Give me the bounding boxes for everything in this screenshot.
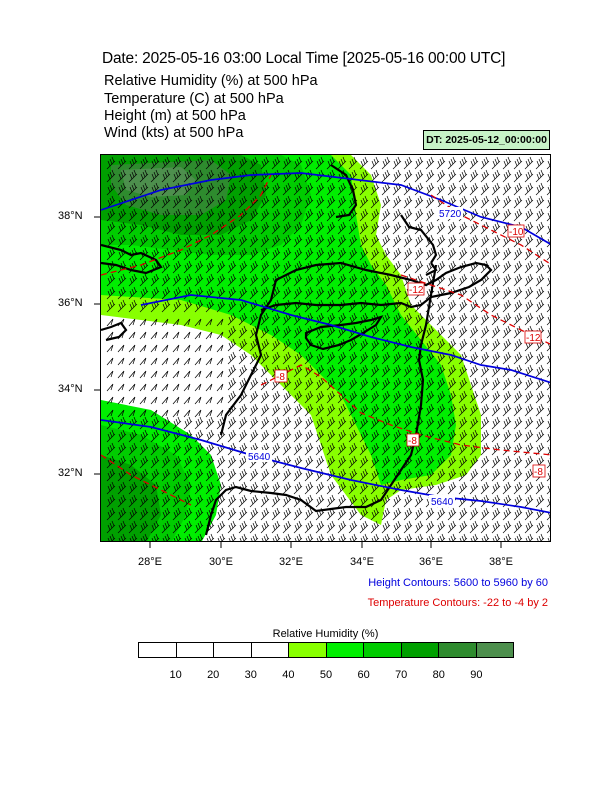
temp-label-8-b: -8 — [406, 433, 420, 447]
variable-line-height: Height (m) at 500 hPa — [104, 108, 246, 124]
temp-label-10: -10 — [507, 224, 525, 238]
lat-label-32n: 32°N — [58, 467, 83, 479]
colorbar-label: 70 — [395, 669, 408, 681]
temp-label-8-b-text: -8 — [408, 436, 417, 447]
lon-label-34e: 34°E — [350, 556, 374, 568]
temp-label-8-a: -8 — [274, 369, 288, 383]
colorbar-label: 90 — [470, 669, 483, 681]
lon-label-36e: 36°E — [419, 556, 443, 568]
temp-label-8-a-text: -8 — [276, 372, 285, 383]
colorbar-cell — [326, 643, 364, 657]
colorbar-label: 50 — [319, 669, 333, 681]
colorbar-cell — [364, 643, 402, 657]
height-contours — [101, 172, 550, 514]
height-label-5640-a: 5640 — [246, 450, 272, 463]
height-label-5720-text: 5720 — [439, 209, 462, 220]
forecast-init-badge: DT: 2025-05-12_00:00:00 — [423, 130, 550, 150]
height-contour-note: Height Contours: 5600 to 5960 by 60 — [368, 577, 548, 589]
colorbar-label: 60 — [357, 669, 370, 681]
lon-label-30e: 30°E — [209, 556, 233, 568]
wind-barbs — [106, 156, 550, 541]
lat-label-38n: 38°N — [58, 210, 83, 222]
colorbar-cell — [439, 643, 477, 657]
colorbar-cell — [401, 643, 439, 657]
lon-label-38e: 38°E — [489, 556, 513, 568]
colorbar-cell — [214, 643, 252, 657]
map-canvas: 5720 5640 5640 -10 -12 -12 — [101, 155, 550, 541]
colorbar-cell — [176, 643, 214, 657]
lat-label-34n: 34°N — [58, 383, 83, 395]
weather-map: 5720 5640 5640 -10 -12 -12 — [100, 154, 551, 542]
temp-label-12-b: -12 — [524, 330, 542, 344]
colorbar-label: 80 — [432, 669, 445, 681]
colorbar-cell — [476, 643, 513, 657]
temp-label-12-a-text: -12 — [409, 285, 424, 296]
colorbar-cell — [289, 643, 327, 657]
height-label-5720: 5720 — [437, 207, 463, 220]
colorbar-title: Relative Humidity (%) — [272, 628, 379, 640]
lat-label-36n: 36°N — [58, 297, 83, 309]
colorbar-cell — [251, 643, 289, 657]
colorbar-label: 20 — [207, 669, 220, 681]
map-title: Date: 2025-05-16 03:00 Local Time [2025-… — [102, 50, 506, 67]
temperature-contour-note: Temperature Contours: -22 to -4 by 2 — [367, 597, 548, 609]
lon-label-32e: 32°E — [279, 556, 303, 568]
height-label-5640-b: 5640 — [429, 495, 455, 508]
colorbar-label: 10 — [169, 669, 182, 681]
colorbar-label: 30 — [244, 669, 257, 681]
wind-barb-field — [106, 156, 550, 541]
temp-label-12-a: -12 — [407, 282, 425, 296]
humidity-colorbar — [138, 642, 514, 658]
height-label-5640-b-text: 5640 — [431, 497, 454, 508]
variable-line-rh: Relative Humidity (%) at 500 hPa — [104, 73, 318, 89]
temp-label-8-c-text: -8 — [534, 467, 543, 478]
lon-label-28e: 28°E — [138, 556, 162, 568]
variable-line-wind: Wind (kts) at 500 hPa — [104, 125, 244, 141]
colorbar-cell — [139, 643, 177, 657]
coastlines — [101, 164, 493, 536]
temp-label-12-b-text: -12 — [526, 333, 541, 344]
variable-line-temperature: Temperature (C) at 500 hPa — [104, 91, 284, 107]
temp-label-8-c: -8 — [532, 464, 546, 478]
height-label-5640-a-text: 5640 — [248, 452, 271, 463]
temp-label-10-text: -10 — [509, 227, 524, 238]
colorbar-label: 40 — [282, 669, 295, 681]
